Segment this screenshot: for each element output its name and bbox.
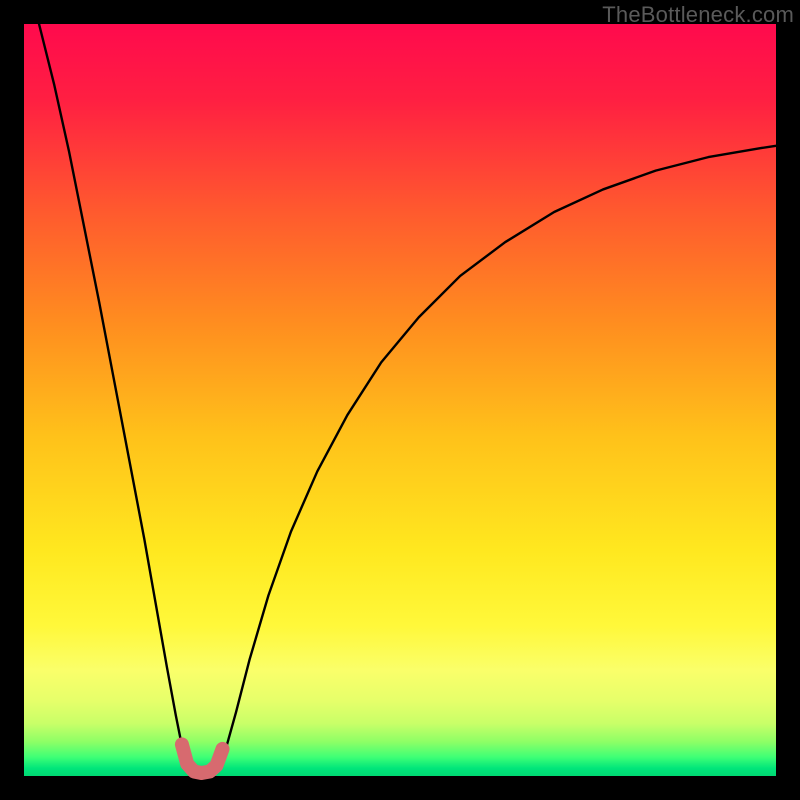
bottleneck-curve-chart: [0, 0, 800, 800]
chart-frame: TheBottleneck.com: [0, 0, 800, 800]
watermark-text: TheBottleneck.com: [602, 2, 794, 28]
plot-background: [24, 24, 776, 776]
